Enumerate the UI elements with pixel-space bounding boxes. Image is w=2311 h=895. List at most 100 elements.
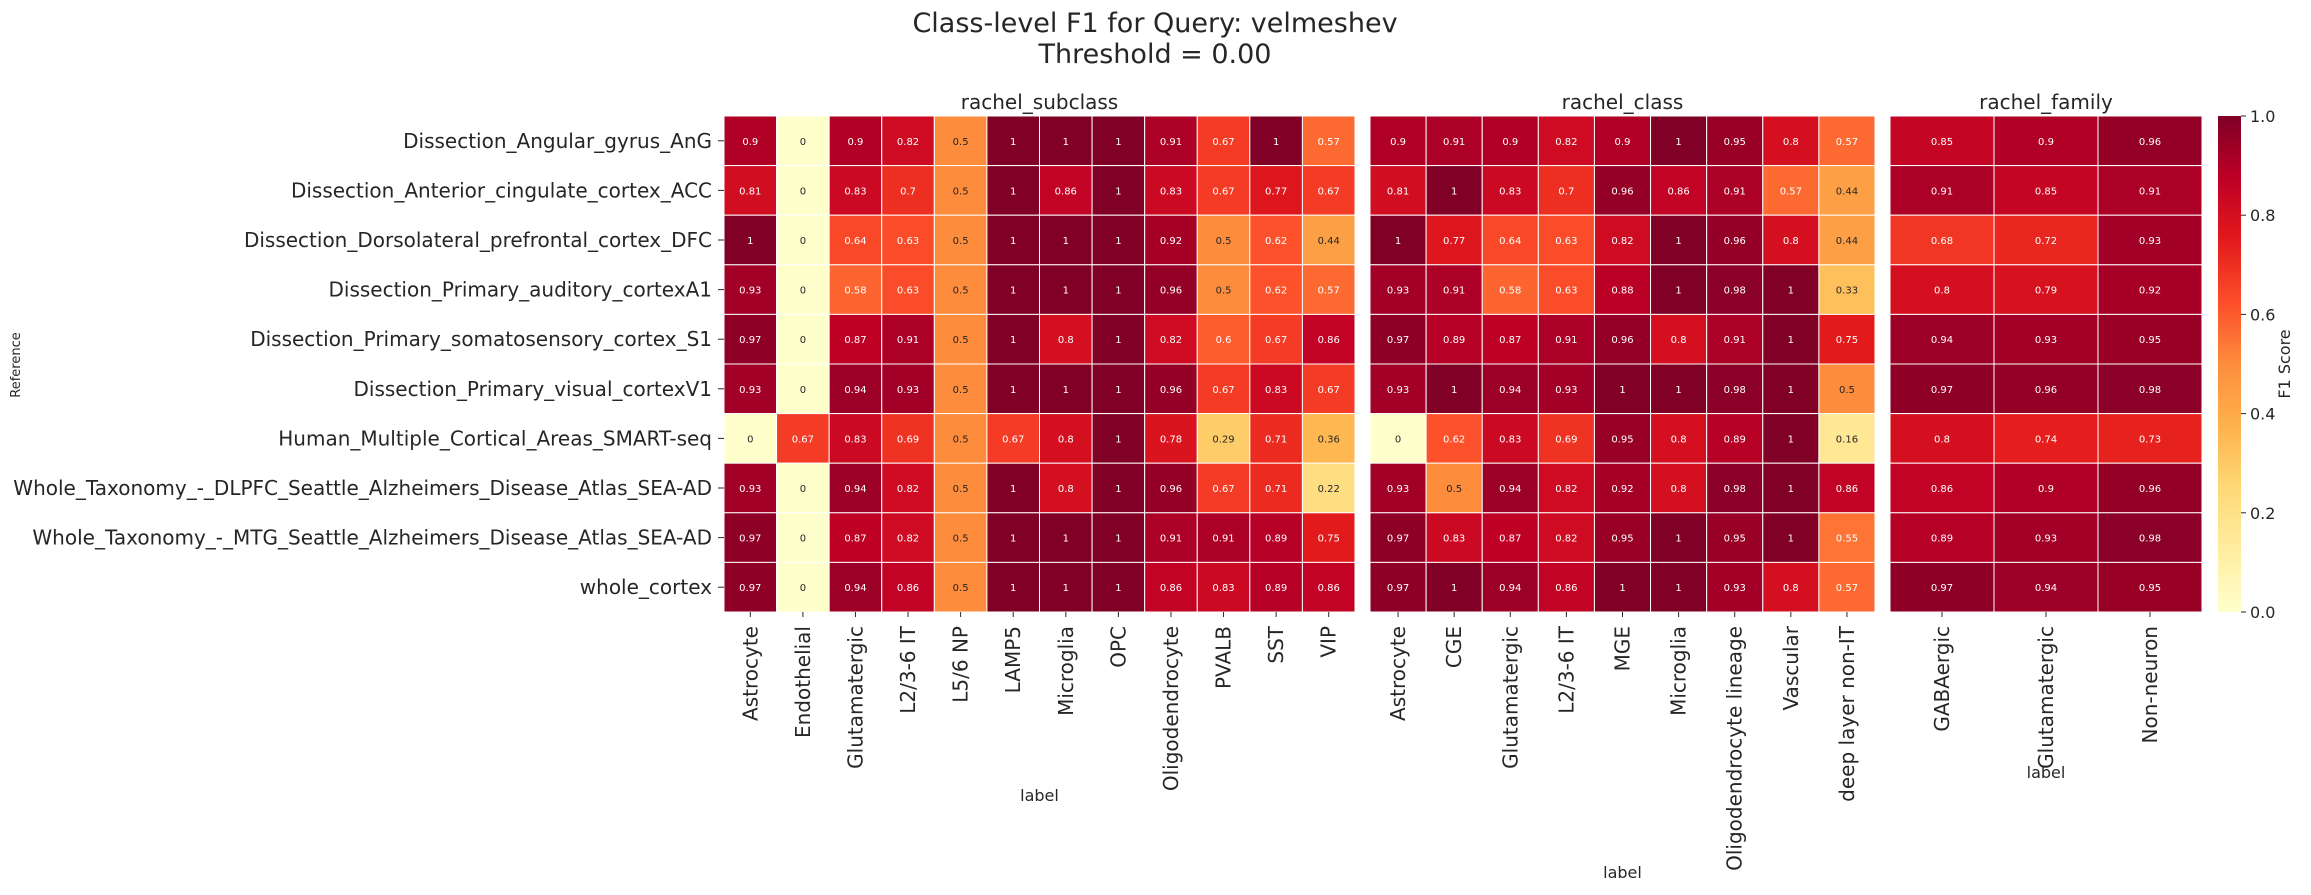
heatmap-cell (1196, 561, 1251, 613)
heatmap-cell (828, 313, 883, 365)
cell-value-label: 0.96 (2035, 385, 2057, 396)
cell-value-label: 0.44 (1836, 236, 1858, 247)
heatmap-cell (1369, 413, 1427, 464)
x-tick-label: OPC (1106, 626, 1130, 668)
heatmap-cell (1593, 363, 1652, 415)
heatmap-cell (1301, 413, 1356, 464)
heatmap-cell (1762, 512, 1820, 563)
cell-value-label: 0.91 (1931, 186, 1953, 197)
heatmap-cell (881, 264, 935, 315)
heatmap-cell (1039, 214, 1093, 266)
heatmap-cell (1650, 363, 1708, 415)
cell-value-label: 1 (1675, 286, 1681, 297)
cell-value-label: 0.81 (739, 186, 761, 197)
heatmap-cell (1706, 462, 1764, 514)
cell-value-label: 1 (1115, 385, 1121, 396)
chart-title-line1: Class-level F1 for Query: velmeshev (912, 8, 1397, 39)
x-tick-label: Astrocyte (1386, 626, 1410, 721)
x-tick-label: L2/3-6 IT (896, 625, 920, 714)
heatmap-cell (1425, 363, 1483, 415)
heatmap-cell (1706, 264, 1764, 315)
cell-value-label: 0.8 (1058, 335, 1074, 346)
heatmap-cell (1537, 512, 1595, 563)
heatmap-cell (1593, 214, 1652, 266)
heatmap-cell (1039, 561, 1093, 613)
cell-value-label: 0.83 (1443, 534, 1465, 545)
cell-value-label: 0.83 (844, 434, 866, 445)
heatmap-cell (933, 413, 988, 464)
cell-value-label: 0.67 (1002, 434, 1024, 445)
chart-title-line2: Threshold = 0.00 (1038, 39, 1272, 70)
heatmap-cell (1993, 165, 2099, 216)
cell-value-label: 1 (1788, 286, 1794, 297)
cell-value-label: 0.83 (1160, 186, 1182, 197)
heatmap-cell (1889, 561, 1995, 613)
row-label: Dissection_Primary_auditory_cortexA1 (328, 278, 712, 302)
cell-value-label: 0.69 (1555, 434, 1577, 445)
heatmap-cell (1650, 313, 1708, 365)
colorbar-tick-label: 0.4 (2250, 405, 2275, 424)
cell-value-label: 0 (800, 335, 806, 346)
x-axis-label: label (1603, 863, 1642, 882)
heatmap-cell (1301, 165, 1356, 216)
cell-value-label: 0.96 (2139, 137, 2161, 148)
heatmap-cell (986, 413, 1041, 464)
row-label: Dissection_Dorsolateral_prefrontal_corte… (244, 228, 712, 252)
heatmap-cell (776, 413, 830, 464)
cell-value-label: 0.5 (953, 137, 969, 148)
heatmap-cell (1196, 264, 1251, 315)
heatmap-cell (1818, 462, 1876, 514)
cell-value-label: 0.95 (1611, 434, 1633, 445)
cell-value-label: 0.8 (1671, 434, 1687, 445)
cell-value-label: 0.74 (2035, 434, 2057, 445)
x-tick-label: Microglia (1054, 626, 1078, 716)
cell-value-label: 0.5 (953, 286, 969, 297)
cell-value-label: 1 (1115, 236, 1121, 247)
heatmap-cell (2097, 413, 2203, 464)
cell-value-label: 0.92 (1160, 236, 1182, 247)
cell-value-label: 0.92 (2139, 286, 2161, 297)
cell-value-label: 0.5 (1839, 385, 1855, 396)
cell-value-label: 0.71 (1265, 484, 1287, 495)
cell-value-label: 0.96 (2139, 484, 2161, 495)
x-tick-label: LAMP5 (1001, 626, 1025, 693)
heatmap-cell (1481, 313, 1539, 365)
cell-value-label: 0.5 (953, 335, 969, 346)
cell-value-label: 0.91 (1212, 534, 1234, 545)
heatmap-cell (1369, 214, 1427, 266)
heatmap-cell (986, 264, 1041, 315)
row-label: Dissection_Primary_visual_cortexV1 (354, 377, 713, 401)
heatmap-cell (1091, 313, 1146, 365)
cell-value-label: 0.9 (1390, 137, 1406, 148)
cell-value-label: 1 (1451, 186, 1457, 197)
cell-value-label: 0.8 (1671, 484, 1687, 495)
cell-value-label: 0.82 (897, 137, 919, 148)
x-tick-label: VIP (1317, 626, 1341, 658)
cell-value-label: 0.83 (1212, 583, 1234, 594)
cell-value-label: 1 (1675, 236, 1681, 247)
x-tick-label: Glutamatergic (2034, 626, 2058, 769)
cell-value-label: 0.93 (897, 385, 919, 396)
cell-value-label: 0 (800, 385, 806, 396)
cell-value-label: 0.58 (844, 286, 866, 297)
cell-value-label: 0.67 (1212, 484, 1234, 495)
cell-value-label: 0.77 (1265, 186, 1287, 197)
cell-value-label: 0.91 (1160, 137, 1182, 148)
cell-value-label: 1 (1788, 385, 1794, 396)
cell-value-label: 0.64 (1499, 236, 1521, 247)
cell-value-label: 1 (1010, 484, 1016, 495)
cell-value-label: 1 (1675, 534, 1681, 545)
heatmap-cell (1993, 363, 2099, 415)
heatmap-cell (723, 115, 778, 167)
heatmap-cell (933, 214, 988, 266)
cell-value-label: 0.7 (1558, 186, 1574, 197)
heatmap-cell (1818, 313, 1876, 365)
cell-value-label: 0.96 (1611, 186, 1633, 197)
heatmap-cell (1039, 512, 1093, 563)
heatmap-cell (1537, 413, 1595, 464)
row-labels: Dissection_Angular_gyrus_AnG Dissection_A… (13, 129, 724, 599)
cell-value-label: 0 (800, 583, 806, 594)
heatmap-cell (1762, 214, 1820, 266)
cell-value-label: 0.94 (1499, 484, 1521, 495)
